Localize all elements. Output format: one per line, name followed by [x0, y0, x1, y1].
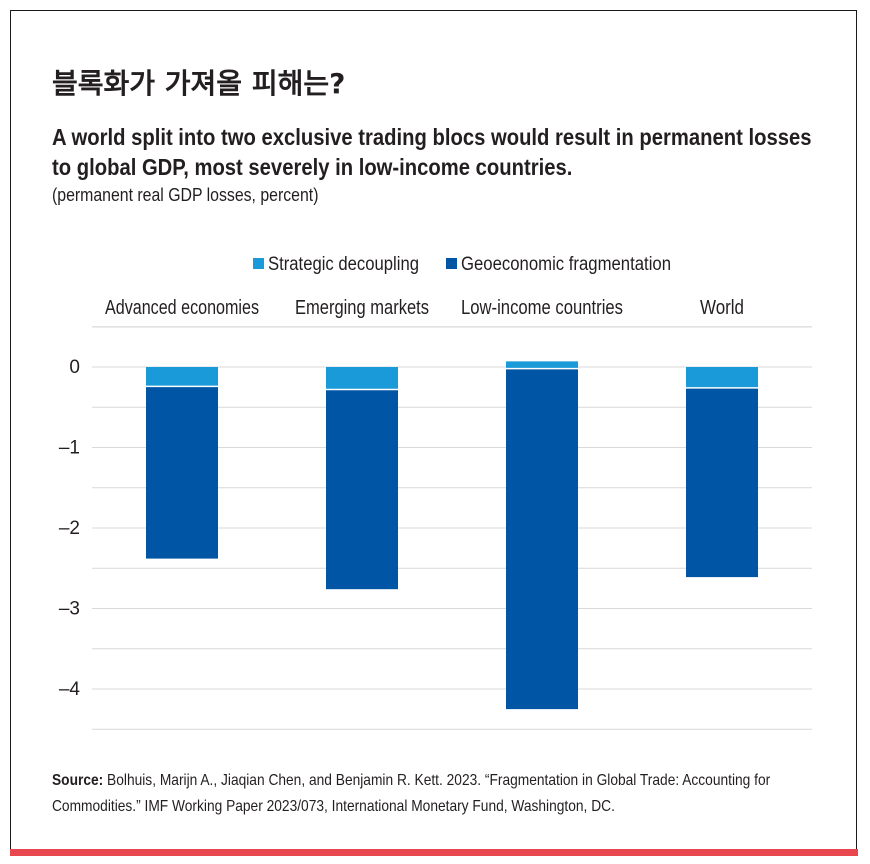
y-tick-label: –2	[59, 518, 80, 539]
bar-strategic-decoupling	[146, 367, 218, 387]
bar-strategic-decoupling	[326, 367, 398, 390]
y-tick-label: –1	[59, 438, 80, 459]
y-tick-label: –3	[59, 599, 80, 620]
bar-geoeconomic-fragmentation	[146, 386, 218, 559]
legend-label-strategic: Strategic decoupling	[268, 254, 419, 275]
bar-geoeconomic-fragmentation	[326, 389, 398, 590]
source-text: Bolhuis, Marijn A., Jiaqian Chen, and Be…	[52, 772, 771, 815]
source-note: Source: Bolhuis, Marijn A., Jiaqian Chen…	[52, 768, 809, 820]
legend-swatch-strategic	[253, 258, 264, 269]
korean-title: 블록화가 가져올 피해는?	[52, 67, 346, 100]
y-tick-label: 0	[69, 357, 80, 378]
legend: Strategic decoupling Geoeconomic fragmen…	[253, 254, 671, 275]
bar-geoeconomic-fragmentation	[506, 368, 578, 710]
legend-swatch-geoeconomic	[446, 258, 457, 269]
category-labels: Advanced economies Emerging markets Low-in…	[105, 297, 744, 319]
y-axis-labels: 0 –1 –2 –3 –4	[59, 357, 81, 700]
y-tick-label: –4	[59, 679, 81, 700]
category-label: Advanced economies	[105, 297, 259, 319]
units-label: (permanent real GDP losses, percent)	[52, 185, 319, 205]
category-label: Emerging markets	[295, 297, 429, 319]
chart-subtitle: A world split into two exclusive trading…	[52, 124, 812, 180]
legend-label-geoeconomic: Geoeconomic fragmentation	[461, 254, 671, 275]
bar-geoeconomic-fragmentation	[686, 387, 758, 578]
bar-strategic-decoupling	[686, 367, 758, 388]
accent-bar	[10, 849, 858, 856]
bar-strategic-decoupling	[506, 361, 578, 369]
bars	[146, 361, 758, 710]
source-label: Source:	[52, 772, 104, 789]
category-label: Low-income countries	[461, 297, 623, 319]
category-label: World	[700, 297, 744, 319]
